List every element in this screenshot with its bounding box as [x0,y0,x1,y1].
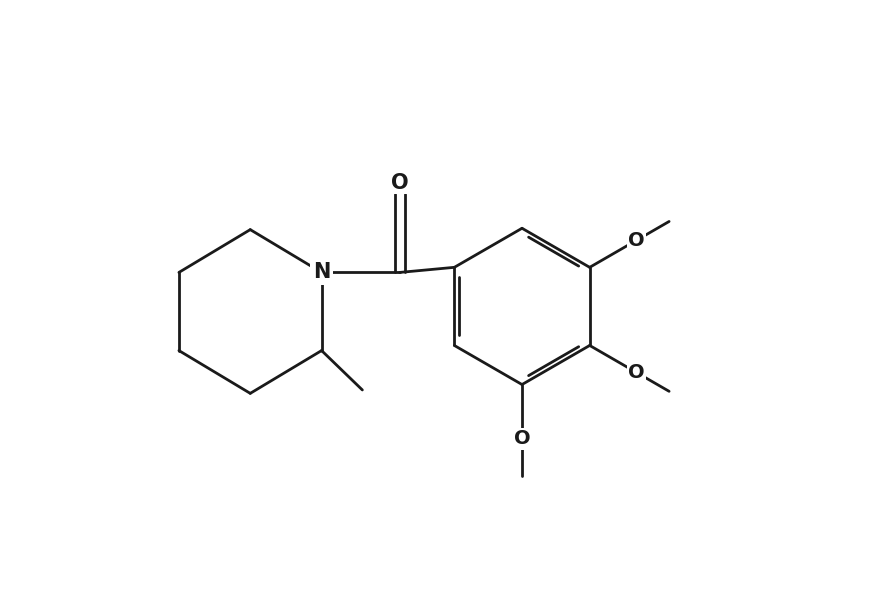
Text: N: N [313,262,330,283]
Text: O: O [628,363,645,382]
Text: O: O [514,430,531,448]
Text: O: O [391,173,408,193]
Text: O: O [628,230,645,250]
